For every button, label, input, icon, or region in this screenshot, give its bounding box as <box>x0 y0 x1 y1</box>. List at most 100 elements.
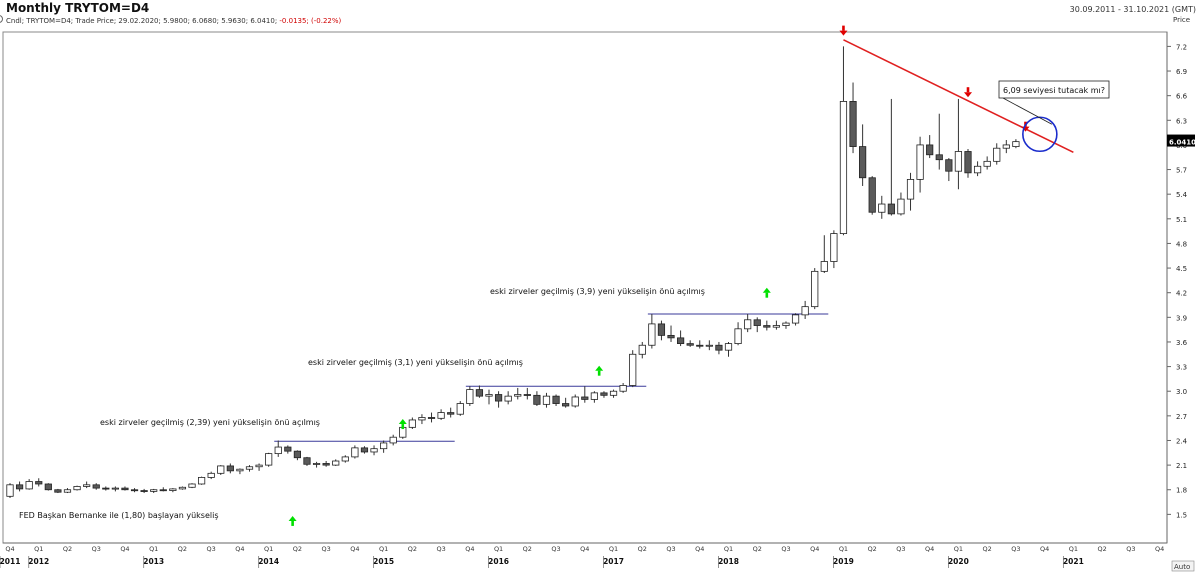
chart-title: Monthly TRYTOM=D4 <box>6 1 150 15</box>
candle-body-down <box>552 395 560 404</box>
year-tick-label: 2021 <box>1063 557 1084 566</box>
candle <box>811 268 819 310</box>
candle <box>245 465 254 472</box>
price-tick-label: 5.1 <box>1176 216 1187 224</box>
candle <box>44 483 52 491</box>
candle <box>849 82 857 154</box>
candle <box>207 471 215 480</box>
price-tick-label: 3.6 <box>1176 339 1188 347</box>
candle-body-down <box>935 154 943 161</box>
year-tick-label: 2014 <box>258 557 279 566</box>
candle-body-down <box>322 463 330 466</box>
candle-body-down <box>44 483 52 491</box>
candle-body-down <box>102 487 110 490</box>
candle <box>724 341 733 357</box>
candle-body-down <box>686 343 694 346</box>
candle-body-down <box>475 389 484 397</box>
quarter-tick-label: Q2 <box>983 545 992 553</box>
candle <box>418 414 426 425</box>
candle <box>638 341 646 359</box>
quarter-tick-label: Q2 <box>753 545 762 553</box>
candle <box>839 46 848 236</box>
price-tick-label: 2.4 <box>1176 437 1188 445</box>
up-arrow-icon <box>398 419 407 430</box>
candle <box>408 417 416 429</box>
candle-body-up <box>571 396 579 407</box>
year-tick-label: 2011 <box>0 557 20 566</box>
candle <box>533 391 541 406</box>
candle-body-down <box>657 323 666 336</box>
candle <box>274 440 282 457</box>
quarter-tick-label: Q2 <box>523 545 532 553</box>
candle <box>801 300 809 319</box>
candle <box>897 192 905 216</box>
candle-body-up <box>418 417 426 421</box>
candle <box>820 235 828 273</box>
candle-body-down <box>494 394 503 402</box>
candle-body-down <box>964 151 972 174</box>
candle-body-down <box>284 446 292 452</box>
quarter-tick-label: Q1 <box>149 545 158 553</box>
quarter-tick-label: Q1 <box>839 545 848 553</box>
candle <box>111 486 119 492</box>
candle <box>926 135 934 159</box>
candle-body-up <box>178 486 187 490</box>
candle-body-down <box>849 101 857 147</box>
quarter-tick-label: Q1 <box>264 545 273 553</box>
candle <box>15 481 24 492</box>
candle <box>83 481 91 489</box>
auto-scale-button[interactable] <box>1171 560 1195 572</box>
candle-body-up <box>188 483 196 488</box>
candle-body-up <box>954 151 963 172</box>
candle <box>629 350 637 388</box>
candle <box>427 412 436 423</box>
quarter-tick-label: Q4 <box>5 545 14 553</box>
candle-body-up <box>772 325 781 328</box>
candle-body-down <box>868 177 876 213</box>
candle-body-up <box>590 392 598 400</box>
candle-body-down <box>15 484 24 490</box>
candle-body-up <box>111 487 119 490</box>
candle-body-down <box>696 344 704 347</box>
candle-body-up <box>897 198 905 215</box>
last-price-label: 6.0410 <box>1169 139 1196 147</box>
candle <box>504 391 512 405</box>
candle-body-down <box>130 489 139 492</box>
candle-body-up <box>207 472 215 478</box>
quarter-tick-label: Q1 <box>379 545 388 553</box>
candle <box>255 463 263 471</box>
candle-body-down <box>677 337 685 345</box>
candle-body-up <box>830 233 838 262</box>
candle <box>130 488 139 493</box>
candle-body-up <box>63 489 72 493</box>
candle-body-up <box>629 353 637 386</box>
candle-body-down <box>293 450 302 459</box>
candle-body-up <box>906 179 915 200</box>
candle-body-up <box>705 344 713 347</box>
candle-body-down <box>763 325 771 328</box>
candle <box>360 446 369 454</box>
instrument-info: Cndl; TRYTOM=D4; Trade Price; 29.02.2020… <box>6 17 341 25</box>
highlight-circle <box>1022 116 1058 153</box>
candle-body-down <box>35 481 43 485</box>
candle <box>791 313 800 326</box>
candle-body-up <box>169 488 177 491</box>
candle-body-up <box>878 203 886 213</box>
price-tick-label: 5.7 <box>1176 167 1187 175</box>
resistance-trendline[interactable] <box>843 39 1074 154</box>
quarter-tick-label: Q2 <box>868 545 877 553</box>
price-tick-label: 3.3 <box>1176 364 1187 372</box>
candle <box>590 391 598 403</box>
quarter-tick-label: Q4 <box>350 545 359 553</box>
candle <box>303 456 311 466</box>
candle <box>178 486 187 490</box>
candle <box>370 445 378 456</box>
annotation-bernanke-start: FED Başkan Bernanke ile (1,80) başlayan … <box>19 511 219 520</box>
candle-body-up <box>485 394 493 397</box>
candle-body-up <box>648 323 656 346</box>
price-tick-label: 2.7 <box>1176 413 1187 421</box>
candle <box>494 391 503 408</box>
quarter-tick-label: Q3 <box>896 545 905 553</box>
price-tick-label: 1.5 <box>1176 511 1187 519</box>
